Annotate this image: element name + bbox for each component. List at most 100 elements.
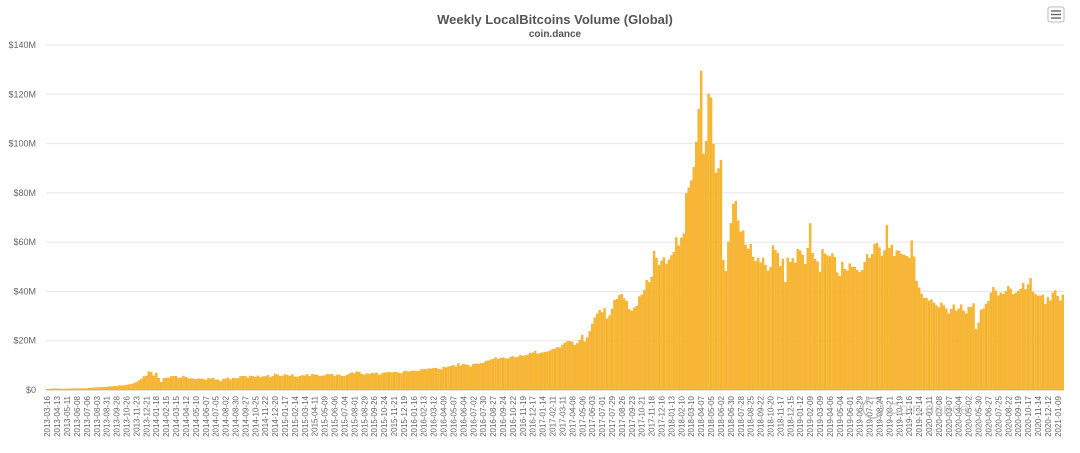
x-tick-label: 2019-07-27 bbox=[866, 395, 875, 436]
x-tick-label: 2013-08-31 bbox=[103, 395, 112, 436]
bar bbox=[1059, 300, 1062, 391]
bar bbox=[821, 249, 824, 391]
bar bbox=[117, 385, 121, 391]
bar bbox=[189, 378, 193, 391]
bar bbox=[846, 270, 849, 391]
bar bbox=[382, 372, 386, 391]
bar bbox=[239, 376, 242, 391]
bar bbox=[199, 378, 202, 391]
bar bbox=[697, 109, 700, 391]
bar bbox=[467, 364, 470, 391]
bar bbox=[657, 265, 661, 391]
x-tick-label: 2016-06-04 bbox=[459, 395, 468, 436]
bar bbox=[578, 340, 581, 391]
bar bbox=[504, 358, 507, 391]
bar bbox=[474, 363, 477, 391]
bar bbox=[511, 356, 515, 391]
grid-lines bbox=[46, 44, 1064, 391]
bar bbox=[169, 376, 173, 391]
chart-subtitle: coin.dance bbox=[529, 29, 582, 40]
bar bbox=[947, 313, 950, 391]
bar bbox=[687, 187, 690, 391]
x-tick-label: 2013-06-08 bbox=[73, 395, 82, 436]
x-tick-label: 2017-06-03 bbox=[588, 395, 597, 436]
bar bbox=[449, 365, 453, 391]
x-tick-label: 2021-01-09 bbox=[1054, 395, 1063, 436]
bar bbox=[51, 388, 54, 391]
bar bbox=[717, 168, 720, 391]
bar bbox=[477, 363, 480, 391]
bar bbox=[714, 172, 718, 391]
bar bbox=[55, 388, 59, 391]
bar bbox=[935, 305, 938, 391]
bar bbox=[992, 287, 995, 391]
bar bbox=[486, 360, 490, 391]
x-tick-label: 2015-06-06 bbox=[331, 395, 340, 436]
bar bbox=[776, 253, 780, 391]
bar bbox=[1039, 295, 1042, 391]
bar bbox=[838, 275, 842, 391]
x-tick-label: 2018-07-28 bbox=[737, 395, 746, 436]
bar bbox=[271, 376, 274, 391]
bar bbox=[695, 142, 698, 391]
x-tick-label: 2013-12-21 bbox=[142, 395, 151, 436]
bar bbox=[526, 354, 529, 391]
bar bbox=[969, 307, 973, 391]
bar bbox=[571, 341, 574, 391]
bar bbox=[1009, 288, 1012, 391]
x-tick-label: 2016-07-30 bbox=[479, 395, 488, 436]
bar bbox=[1007, 286, 1010, 391]
x-tick-label: 2014-08-02 bbox=[222, 395, 231, 436]
x-tick-label: 2018-10-20 bbox=[766, 395, 775, 436]
bar bbox=[219, 381, 222, 391]
bar bbox=[236, 378, 240, 391]
bar bbox=[709, 97, 713, 391]
bar bbox=[878, 247, 881, 391]
bar bbox=[1026, 284, 1030, 391]
bar bbox=[519, 354, 522, 391]
bar bbox=[553, 348, 557, 391]
bar bbox=[1034, 294, 1037, 391]
bar bbox=[464, 364, 468, 391]
x-tick-label: 2018-02-10 bbox=[677, 395, 686, 436]
bar bbox=[548, 350, 552, 391]
bar bbox=[140, 379, 143, 391]
bar bbox=[910, 240, 913, 391]
bar bbox=[915, 280, 918, 391]
bar bbox=[417, 370, 420, 391]
x-tick-label: 2017-09-23 bbox=[628, 395, 637, 436]
bar bbox=[885, 225, 889, 391]
x-tick-label: 2019-01-12 bbox=[796, 395, 805, 436]
bar bbox=[806, 247, 809, 391]
bar bbox=[662, 257, 666, 391]
y-tick-label: $40M bbox=[13, 286, 36, 296]
x-tick-label: 2020-03-07 bbox=[945, 395, 954, 436]
bar bbox=[1019, 288, 1022, 391]
bar bbox=[348, 373, 351, 391]
bar bbox=[955, 310, 958, 391]
x-tick-label: 2019-04-06 bbox=[826, 395, 835, 436]
bar bbox=[1041, 294, 1045, 391]
bar bbox=[665, 263, 668, 391]
bar bbox=[276, 374, 279, 391]
bar bbox=[167, 377, 170, 391]
bar bbox=[434, 367, 438, 391]
bar bbox=[853, 266, 856, 391]
chart-menu-button[interactable] bbox=[1047, 6, 1065, 23]
bar bbox=[615, 299, 619, 391]
bar bbox=[952, 304, 955, 391]
bar bbox=[761, 257, 765, 391]
bar bbox=[920, 293, 923, 391]
bar bbox=[509, 356, 512, 391]
bar bbox=[157, 378, 160, 391]
bar bbox=[343, 376, 346, 391]
bar bbox=[281, 375, 284, 391]
bar bbox=[702, 153, 705, 391]
bar bbox=[60, 388, 64, 391]
x-tick-label: 2016-08-27 bbox=[489, 395, 498, 436]
x-tick-label: 2019-05-04 bbox=[836, 395, 845, 436]
bar bbox=[444, 367, 448, 391]
bar bbox=[221, 379, 225, 391]
bar bbox=[1054, 290, 1057, 391]
bar bbox=[756, 257, 760, 391]
